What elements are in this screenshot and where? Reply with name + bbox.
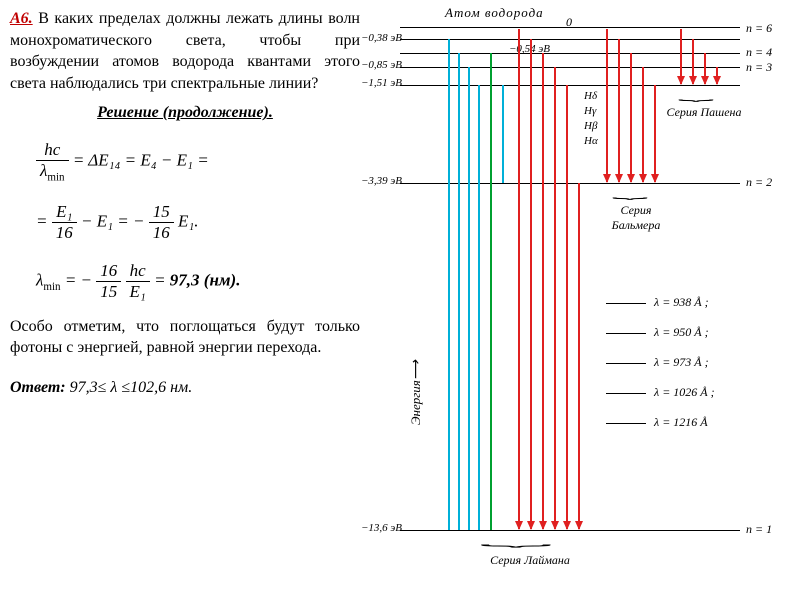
series-balmer: Серия Бальмера xyxy=(596,203,676,233)
eq3-lhs-sub: min xyxy=(43,281,60,293)
n6: n = 6 xyxy=(746,21,772,36)
arrow-paschen-3 xyxy=(704,53,706,84)
arrow-lyman-2 xyxy=(530,39,532,529)
answer-block: Ответ: 97,3≤ λ ≤102,6 нм. xyxy=(10,379,360,397)
wave-2: λ = 950 Å ; xyxy=(654,325,709,340)
wave-1: λ = 938 Å ; xyxy=(654,295,709,310)
eq3-f1-num: 16 xyxy=(96,261,121,282)
solution-title: Решение (продолжение). xyxy=(10,104,360,122)
level-4 xyxy=(400,53,740,54)
level-5 xyxy=(400,39,740,40)
line-cyan-2 xyxy=(458,53,460,530)
equation-3: λmin = − 16 15 hc E₁ = 97,3 (нм). xyxy=(36,261,360,302)
n3: n = 3 xyxy=(746,60,772,75)
eq2-f2-den: 16 xyxy=(149,223,174,243)
eq2-after: E₁. xyxy=(178,211,199,230)
series-lyman: Серия Лаймана xyxy=(470,553,590,568)
h-beta: Hβ xyxy=(584,120,597,132)
eq3-eq: = xyxy=(154,270,165,289)
eq2-f2-num: 15 xyxy=(149,202,174,223)
energy-axis-label: Энергия ⟶ xyxy=(408,380,424,425)
eq2-f1-num: E₁ xyxy=(52,202,77,223)
eq1-rhs: = ΔE₁₄ = E₄ − E₁ = xyxy=(73,151,209,170)
eq3-f2-num: hc xyxy=(126,261,150,282)
brace-paschen: ⏟ xyxy=(678,88,714,102)
arrow-lyman-5 xyxy=(566,85,568,529)
wave-5: λ = 1216 Å xyxy=(654,415,708,430)
arrow-paschen-1 xyxy=(680,29,682,84)
eq3-f2-den: E₁ xyxy=(126,282,150,302)
wtick-1 xyxy=(606,303,646,304)
series-paschen: Серия Пашена xyxy=(664,105,744,120)
wtick-5 xyxy=(606,423,646,424)
answer-label: Ответ: xyxy=(10,379,66,396)
equation-1: hc λmin = ΔE₁₄ = E₄ − E₁ = xyxy=(36,140,360,183)
eq1-num: hc xyxy=(44,140,60,159)
wtick-2 xyxy=(606,333,646,334)
answer-value: 97,3≤ λ ≤102,6 нм. xyxy=(70,379,193,396)
h-delta: Hδ xyxy=(584,90,597,102)
e-n1: −13,6 эВ xyxy=(346,522,402,534)
problem-block: А6. В каких пределах должны лежать длины… xyxy=(10,8,360,94)
arrow-paschen-2 xyxy=(692,39,694,84)
eq2-f1-den: 16 xyxy=(52,223,77,243)
arrow-balmer-1 xyxy=(606,29,608,182)
n4: n = 4 xyxy=(746,45,772,60)
arrow-lyman-3 xyxy=(542,53,544,529)
arrow-lyman-6 xyxy=(578,183,580,529)
n2: n = 2 xyxy=(746,175,772,190)
e-n3: −1,51 эВ xyxy=(346,77,402,89)
line-cyan-3 xyxy=(468,67,470,530)
arrow-balmer-5 xyxy=(654,85,656,182)
note-text: Особо отметим, что поглощаться будут тол… xyxy=(10,316,360,359)
arrow-paschen-4 xyxy=(716,67,718,84)
eq1-den-sub: min xyxy=(47,172,64,184)
e-n3b: −0,85 эВ xyxy=(346,59,402,71)
eq3-mid: = − xyxy=(65,270,92,289)
n1: n = 1 xyxy=(746,522,772,537)
level-3 xyxy=(400,85,740,86)
brace-lyman: ⏟ xyxy=(480,531,552,547)
eq3-result: 97,3 (нм). xyxy=(170,270,241,289)
wave-4: λ = 1026 Å ; xyxy=(654,385,715,400)
arrow-lyman-1 xyxy=(518,29,520,529)
h-gamma: Hγ xyxy=(584,105,596,117)
h-alpha: Hα xyxy=(584,135,598,147)
line-cyan-short xyxy=(502,85,504,183)
arrow-balmer-3 xyxy=(630,53,632,182)
problem-text: В каких пределах должны лежать длины вол… xyxy=(10,10,360,92)
brace-balmer: ⏟ xyxy=(612,186,648,200)
line-green xyxy=(490,53,492,530)
wave-3: λ = 973 Å ; xyxy=(654,355,709,370)
line-cyan-4 xyxy=(478,85,480,530)
equation-2: = E₁ 16 − E₁ = − 15 16 E₁. xyxy=(36,202,360,243)
line-cyan-1 xyxy=(448,39,450,530)
e-n5: −0,38 эВ xyxy=(346,32,402,44)
e-n2: −3,39 эВ xyxy=(346,175,402,187)
arrow-balmer-2 xyxy=(618,39,620,182)
zero-label: 0 xyxy=(566,15,572,30)
eq3-f1-den: 15 xyxy=(96,282,121,302)
wtick-3 xyxy=(606,363,646,364)
wtick-4 xyxy=(606,393,646,394)
arrow-lyman-4 xyxy=(554,67,556,529)
level-2 xyxy=(400,183,740,184)
level-1 xyxy=(400,530,740,531)
energy-diagram: Атом водорода 0 −0,38 эВ n = 6 −0,54 эВ … xyxy=(370,5,790,595)
arrow-balmer-4 xyxy=(642,67,644,182)
problem-label: А6. xyxy=(10,10,33,27)
eq2-mid: − E₁ = − xyxy=(81,211,144,230)
level-3b xyxy=(400,67,740,68)
diagram-title: Атом водорода xyxy=(445,5,544,21)
